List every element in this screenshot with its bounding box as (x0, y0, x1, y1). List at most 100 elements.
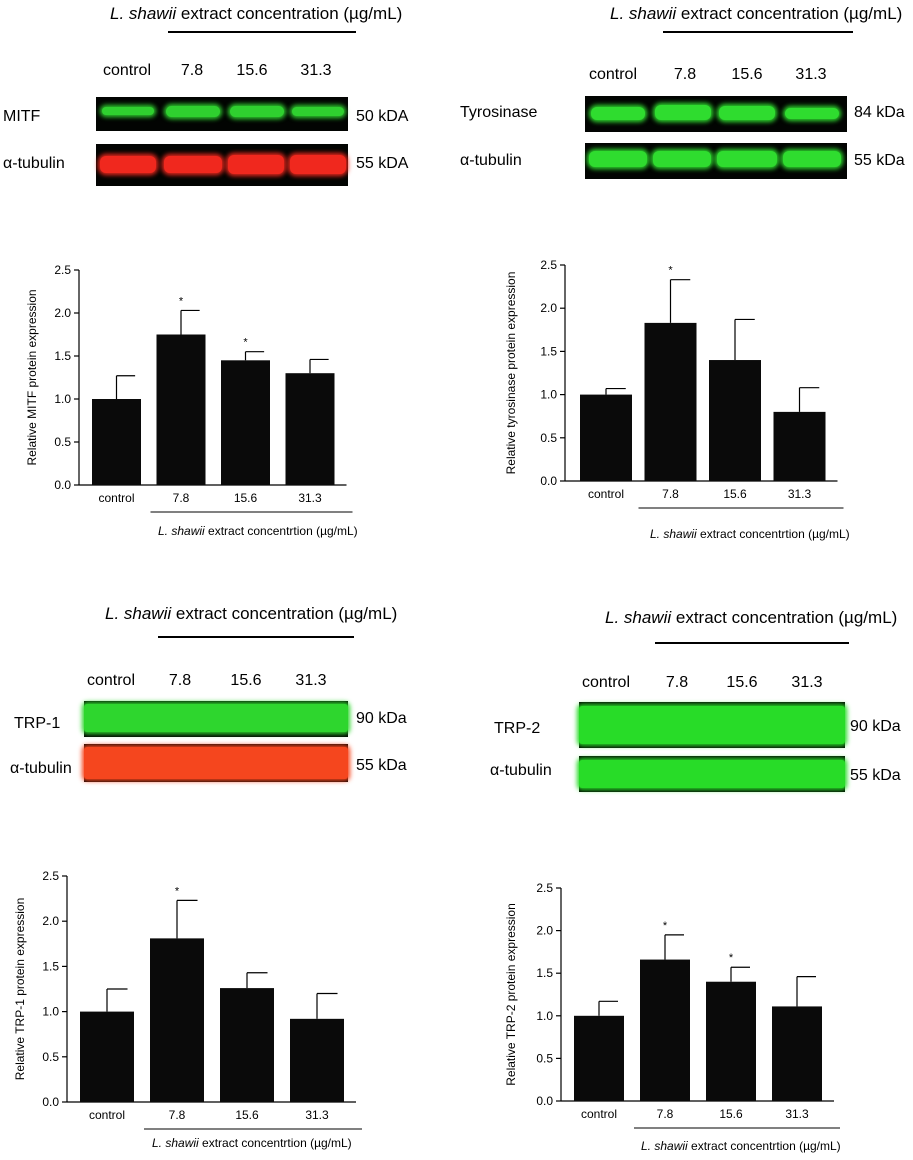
lane-label: 7.8 (168, 672, 192, 689)
significance-marker: * (668, 265, 673, 277)
blot-band (579, 760, 845, 788)
lane-label: control (588, 66, 638, 83)
blot-band (717, 151, 777, 167)
blot-band (84, 747, 348, 779)
blot-band (102, 107, 154, 115)
y-axis-title: Relative TRP-2 protein expression (504, 903, 518, 1086)
y-tick-label: 1.5 (54, 349, 71, 363)
lane-label: 31.3 (295, 672, 327, 689)
blot-band (655, 105, 711, 120)
molecular-weight-label: 55 kDa (854, 152, 905, 169)
blot-band (100, 156, 156, 173)
blot-row-label: α-tubulin (3, 155, 65, 172)
blot-concentration-title: L. shawii extract concentration (µg/mL) (105, 604, 398, 623)
bar (772, 1006, 822, 1101)
y-tick-label: 2.5 (42, 869, 59, 883)
blot-concentration-title: L. shawii extract concentration (µg/mL) (610, 4, 903, 23)
y-tick-label: 2.0 (540, 301, 557, 315)
blot-concentration-title: L. shawii extract concentration (µg/mL) (605, 608, 898, 627)
blot-row-label: TRP-2 (494, 720, 541, 737)
blot-band (164, 156, 222, 173)
x-tick-label: 15.6 (719, 1107, 743, 1121)
x-tick-label: 31.3 (298, 491, 322, 505)
tubulin-blot-strip (84, 744, 348, 782)
x-tick-label: 15.6 (235, 1108, 259, 1122)
y-tick-label: 1.0 (54, 392, 71, 406)
bar (285, 373, 335, 485)
y-tick-label: 2.5 (536, 881, 553, 895)
blot-row-label: α-tubulin (460, 152, 522, 169)
y-tick-label: 2.5 (540, 258, 557, 272)
blot-row-label: Tyrosinase (460, 104, 538, 121)
y-tick-label: 1.0 (536, 1009, 553, 1023)
trp1-panel: L. shawii extract concentration (µg/mL) … (0, 580, 456, 1160)
trp1-bar-chart: 0.0 0.5 1.0 1.5 2.0 2.5 Relative TRP-1 protein… (13, 869, 362, 1130)
tyrosinase-panel: L. shawii extract concentration (µg/mL) … (457, 0, 913, 580)
y-tick-label: 0.5 (54, 435, 71, 449)
trp2-bar-chart: 0.0 0.5 1.0 1.5 2.0 2.5 Relative TRP-2 protein… (504, 881, 840, 1129)
x-tick-label: control (581, 1107, 617, 1121)
bar (290, 1018, 344, 1102)
y-tick-label: 0.0 (540, 474, 557, 488)
y-tick-label: 1.0 (540, 388, 557, 402)
mitf-panel: L. shawii extract concentration (µg/mL) … (0, 0, 456, 580)
x-axis-title: L. shawii extract concentrtion (µg/mL) (650, 527, 850, 541)
mitf-blot-strip (96, 97, 348, 131)
blot-concentration-title: L. shawii extract concentration (µg/mL) (110, 4, 403, 23)
blot-band (166, 106, 220, 117)
bar (150, 938, 204, 1102)
blot-band (653, 151, 711, 167)
concentration-bracket (655, 642, 849, 644)
lane-label: 7.8 (673, 66, 697, 83)
lane-label: 31.3 (795, 66, 827, 83)
lane-label: control (581, 674, 631, 691)
blot-band (589, 151, 647, 167)
lane-label: 7.8 (180, 62, 204, 79)
blot-band (290, 155, 346, 174)
bar (706, 981, 756, 1101)
y-tick-label: 0.5 (536, 1051, 553, 1065)
blot-row-label: TRP-1 (14, 715, 61, 732)
y-tick-label: 2.0 (42, 914, 59, 928)
bar (640, 959, 690, 1101)
y-tick-label: 0.5 (540, 431, 557, 445)
x-axis-title: L. shawii extract concentrtion (µg/mL) (641, 1139, 841, 1153)
x-tick-label: 7.8 (169, 1108, 186, 1122)
blot-row-label: MITF (3, 108, 41, 125)
bar (580, 394, 632, 481)
lane-label: 15.6 (230, 672, 262, 689)
bar (644, 322, 697, 481)
y-tick-label: 1.0 (42, 1005, 59, 1019)
lane-label: control (86, 672, 136, 689)
mitf-bar-chart: 0.0 0.5 1.0 1.5 2.0 2.5 Relative MITF protein … (25, 263, 353, 513)
blot-band (230, 106, 284, 117)
y-tick-label: 0.0 (536, 1094, 553, 1108)
lane-label: 31.3 (300, 62, 332, 79)
bar (574, 1015, 624, 1101)
x-tick-label: 31.3 (305, 1108, 329, 1122)
y-tick-label: 2.0 (54, 306, 71, 320)
molecular-weight-label: 90 kDa (356, 710, 407, 727)
y-tick-label: 0.5 (42, 1050, 59, 1064)
x-axis-title: L. shawii extract concentrtion (µg/mL) (152, 1136, 352, 1150)
lane-label: 15.6 (236, 62, 268, 79)
lane-label: 15.6 (731, 66, 763, 83)
blot-row-label: α-tubulin (10, 760, 72, 777)
molecular-weight-label: 55 kDA (356, 155, 409, 172)
y-tick-label: 2.5 (54, 263, 71, 277)
bar (773, 411, 826, 481)
y-tick-label: 0.0 (42, 1095, 59, 1109)
blot-band (783, 151, 841, 167)
y-tick-label: 1.5 (42, 959, 59, 973)
blot-band (84, 704, 348, 732)
blot-band (292, 107, 344, 116)
trp2-panel: L. shawii extract concentration (µg/mL) … (457, 580, 913, 1160)
x-tick-label: 31.3 (785, 1107, 809, 1121)
y-axis-title: Relative tyrosinase protein expression (504, 272, 518, 475)
bar (156, 334, 206, 485)
x-tick-label: 15.6 (234, 491, 258, 505)
y-axis-title: Relative TRP-1 protein expression (13, 898, 27, 1081)
blot-band (785, 108, 839, 119)
concentration-bracket (158, 636, 354, 638)
tyrosinase-bar-chart: 0.0 0.5 1.0 1.5 2.0 2.5 Relative tyrosinase pr… (504, 258, 844, 509)
